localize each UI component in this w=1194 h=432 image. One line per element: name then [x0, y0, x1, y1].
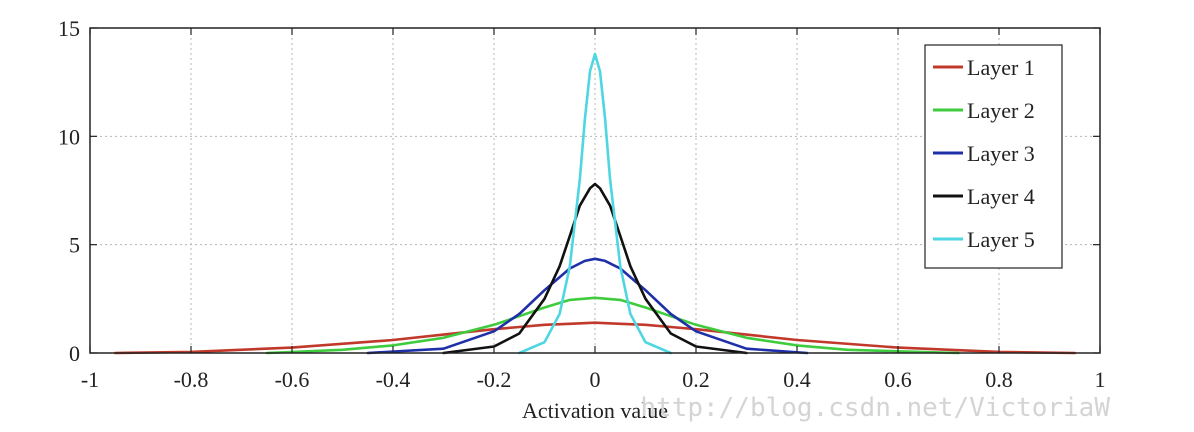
legend-box [924, 44, 1063, 269]
y-tick-label: 0 [69, 341, 80, 366]
x-tick-label: 0.2 [682, 367, 710, 392]
legend: Layer 1 Layer 2 Layer 3 Layer 4 Layer 5 [924, 44, 1063, 269]
series-line-layer-5 [517, 52, 673, 355]
legend-label-layer-5: Layer 5 [967, 227, 1035, 252]
series-line-layer-1 [114, 321, 1077, 355]
y-tick-label: 15 [58, 16, 80, 41]
series-lines [114, 52, 1077, 355]
x-tick-label: -0.4 [376, 367, 411, 392]
x-tick-label: -1 [81, 367, 99, 392]
x-axis-label: Activation value [522, 398, 668, 423]
watermark-text: http://blog.csdn.net/VictoriaW [640, 393, 1110, 423]
series-line-layer-4 [442, 182, 748, 355]
x-tick-label: 0.8 [985, 367, 1013, 392]
y-tick-label: 10 [58, 124, 80, 149]
series-line-layer-2 [265, 296, 960, 355]
x-tick-label: 0.6 [884, 367, 912, 392]
x-tick-label: 1 [1095, 367, 1106, 392]
legend-label-layer-4: Layer 4 [967, 184, 1035, 209]
x-tick-label: 0.4 [783, 367, 811, 392]
x-tick-label: -0.2 [477, 367, 512, 392]
legend-label-layer-2: Layer 2 [967, 98, 1035, 123]
x-tick-label: -0.6 [275, 367, 310, 392]
x-tick-label: -0.8 [174, 367, 209, 392]
legend-label-layer-1: Layer 1 [967, 55, 1035, 80]
y-tick-label: 5 [69, 233, 80, 258]
x-tick-label: 0 [590, 367, 601, 392]
legend-label-layer-3: Layer 3 [967, 141, 1035, 166]
series-line-layer-3 [366, 257, 809, 355]
